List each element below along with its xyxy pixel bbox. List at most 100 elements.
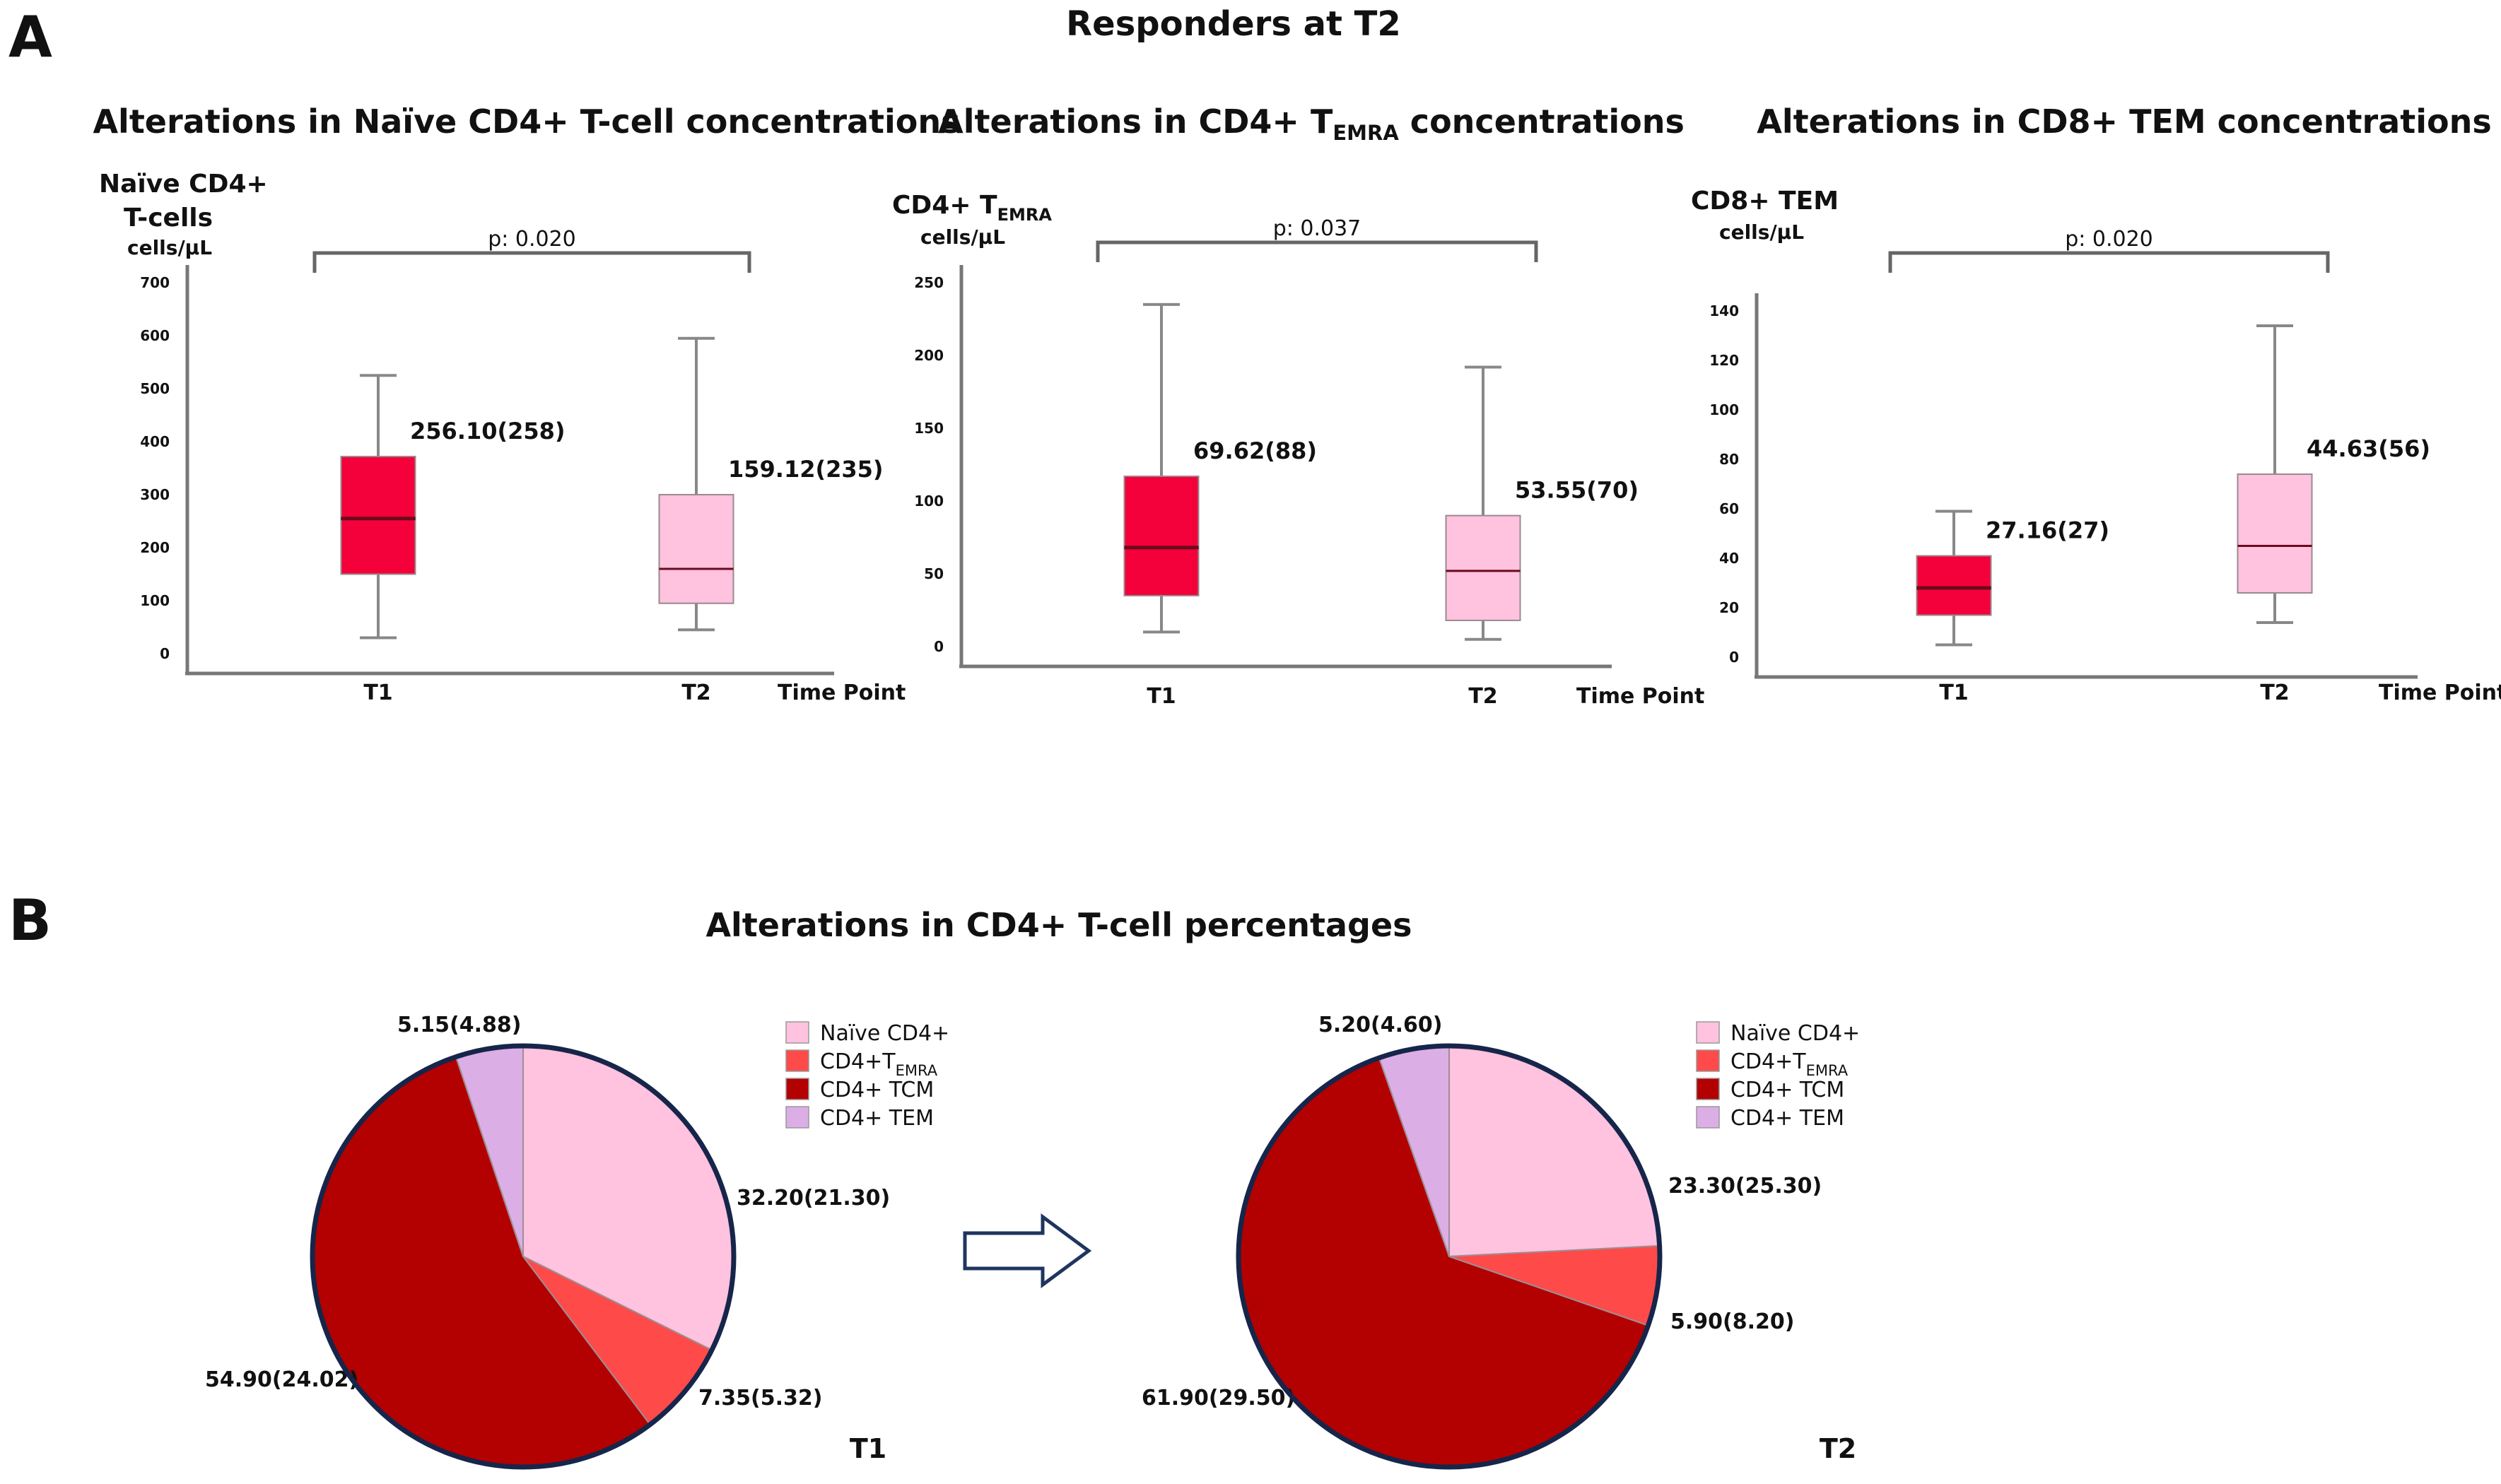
legend-label: CD4+TEMRA xyxy=(1730,1049,1849,1079)
legend-label-subscript: EMRA xyxy=(1806,1062,1849,1079)
box-iqr xyxy=(658,494,734,604)
box-charts-group: Alterations in Naïve CD4+ T-cell concent… xyxy=(93,102,2501,709)
legend-label: Naïve CD4+ xyxy=(820,1021,949,1046)
y-tick-label: 40 xyxy=(1719,550,1739,567)
slice-label: 61.90(29.50) xyxy=(1142,1386,1295,1411)
y-axis-label-subscript: EMRA xyxy=(997,205,1053,225)
y-axis-label-main: CD8+ TEM xyxy=(1691,187,1839,216)
y-tick-label: 60 xyxy=(1719,500,1739,517)
pie-caption: T1 xyxy=(850,1433,886,1464)
box-t2: 159.12(235) xyxy=(658,336,884,632)
box-t1: 256.10(258) xyxy=(340,374,566,640)
y-tick-label: 0 xyxy=(934,638,944,655)
y-axis-units: cells/μL xyxy=(127,236,212,259)
y-tick-label: 300 xyxy=(140,486,170,503)
pie-outline xyxy=(310,1043,737,1470)
pie-caption: T2 xyxy=(1820,1433,1856,1464)
legend-swatch xyxy=(1696,1049,1720,1072)
pie-section: Alterations in CD4+ T-cell percentages 32… xyxy=(205,906,1860,1470)
legend-label-main: CD4+ TEM xyxy=(820,1106,934,1131)
y-tick-label: 250 xyxy=(914,274,944,291)
y-tick-label: 100 xyxy=(140,592,170,609)
chart-title-3: Alterations in CD8+ TEM concentrations xyxy=(1757,102,2491,141)
box-iqr xyxy=(1123,475,1200,596)
legend-label: CD4+ TEM xyxy=(1730,1106,1844,1131)
legend-swatch xyxy=(785,1049,809,1072)
slice-label: 54.90(24.02) xyxy=(205,1367,358,1392)
y-tick-label: 100 xyxy=(914,493,944,510)
legend-label-main: CD4+ TCM xyxy=(820,1078,934,1102)
box-chart-1: Alterations in Naïve CD4+ T-cell concent… xyxy=(93,102,960,705)
y-axis-label: CD8+ TEM xyxy=(1691,187,1839,216)
pie-chart-title: Alterations in CD4+ T-cell percentages xyxy=(705,906,1412,944)
box-annotation: 44.63(56) xyxy=(2307,435,2430,462)
box-t1: 69.62(88) xyxy=(1123,302,1317,634)
y-tick-label: 600 xyxy=(140,327,170,344)
legend-swatch xyxy=(785,1078,809,1100)
figure-title: Responders at T2 xyxy=(1066,4,1401,44)
chart-title-2-main: Alterations in CD4+ T xyxy=(938,102,1333,141)
y-tick-label: 100 xyxy=(1709,401,1739,418)
y-tick-label: 0 xyxy=(160,645,170,662)
p-value-label: p: 0.020 xyxy=(488,227,576,252)
chart-title-2-suffix: concentrations xyxy=(1399,102,1685,141)
slice-label: 5.20(4.60) xyxy=(1318,1013,1442,1037)
legend-swatch xyxy=(1696,1021,1720,1044)
right-arrow-icon xyxy=(963,1213,1092,1288)
panel-a-label: A xyxy=(8,4,52,70)
y-axis-label: CD4+ TEMRA xyxy=(892,191,1052,225)
y-tick-label: 200 xyxy=(914,347,944,364)
x-category-label: T2 xyxy=(681,681,710,705)
x-category-label: T2 xyxy=(2260,681,2289,705)
significance-bracket xyxy=(1888,251,2330,273)
box-annotation: 53.55(70) xyxy=(1515,477,1639,504)
legend-label: CD4+ TEM xyxy=(820,1106,934,1131)
legend-label-main: CD4+T xyxy=(820,1049,896,1074)
y-tick-label: 200 xyxy=(140,539,170,556)
legend-label-main: Naïve CD4+ xyxy=(1730,1021,1860,1046)
legend-label-main: Naïve CD4+ xyxy=(820,1021,949,1046)
pie-slice-1 xyxy=(1448,1044,1660,1258)
y-tick-label: 150 xyxy=(914,420,944,437)
box-annotation: 69.62(88) xyxy=(1193,437,1317,464)
box-chart-2: Alterations in CD4+ T EMRA concentrations… xyxy=(892,102,1704,709)
legend-label-main: CD4+ TEM xyxy=(1730,1106,1844,1131)
panel-b-label: B xyxy=(8,888,52,953)
y-tick-label: 700 xyxy=(140,274,170,291)
y-axis-label-line1: Naïve CD4+ xyxy=(99,170,268,199)
p-value-label: p: 0.020 xyxy=(2065,227,2153,252)
legend-label: Naïve CD4+ xyxy=(1730,1021,1860,1046)
legend-label: CD4+ TCM xyxy=(1730,1078,1844,1102)
legend-label-main: CD4+ TCM xyxy=(1730,1078,1844,1102)
legend-label-subscript: EMRA xyxy=(896,1062,938,1079)
box-t1: 27.16(27) xyxy=(1916,510,2109,647)
x-axis-title: Time Point xyxy=(2379,681,2501,705)
legend-label: CD4+ TCM xyxy=(820,1078,934,1102)
x-category-label: T1 xyxy=(1939,681,1968,705)
chart-title-3-main: Alterations in CD8+ TEM concentrations xyxy=(1757,102,2491,141)
y-tick-label: 500 xyxy=(140,380,170,397)
p-value-label: p: 0.037 xyxy=(1273,216,1361,241)
significance-bracket xyxy=(1096,240,1538,262)
y-tick-label: 400 xyxy=(140,433,170,450)
legend-label-main: CD4+T xyxy=(1730,1049,1806,1074)
box-iqr xyxy=(1445,514,1521,621)
box-t2: 53.55(70) xyxy=(1445,365,1639,641)
y-axis-label-main: CD4+ T xyxy=(892,191,997,220)
slice-label: 32.20(21.30) xyxy=(737,1186,890,1211)
y-tick-label: 120 xyxy=(1709,352,1739,369)
pie-t1: 32.20(21.30) 7.35(5.32) 54.90(24.02) 5.15(4… xyxy=(205,1013,949,1470)
legend-swatch xyxy=(1696,1078,1720,1100)
pie-outline xyxy=(1236,1043,1663,1470)
slice-label: 5.90(8.20) xyxy=(1670,1309,1794,1334)
y-tick-label: 80 xyxy=(1719,451,1739,468)
significance-bracket xyxy=(312,251,751,273)
chart-title-1: Alterations in Naïve CD4+ T-cell concent… xyxy=(93,102,960,141)
box-iqr xyxy=(2237,473,2313,594)
y-tick-label: 0 xyxy=(1729,649,1739,666)
y-tick-label: 140 xyxy=(1709,302,1739,319)
box-annotation: 159.12(235) xyxy=(728,456,884,483)
chart-title-1-main: Alterations in Naïve CD4+ T-cell concent… xyxy=(93,102,960,141)
